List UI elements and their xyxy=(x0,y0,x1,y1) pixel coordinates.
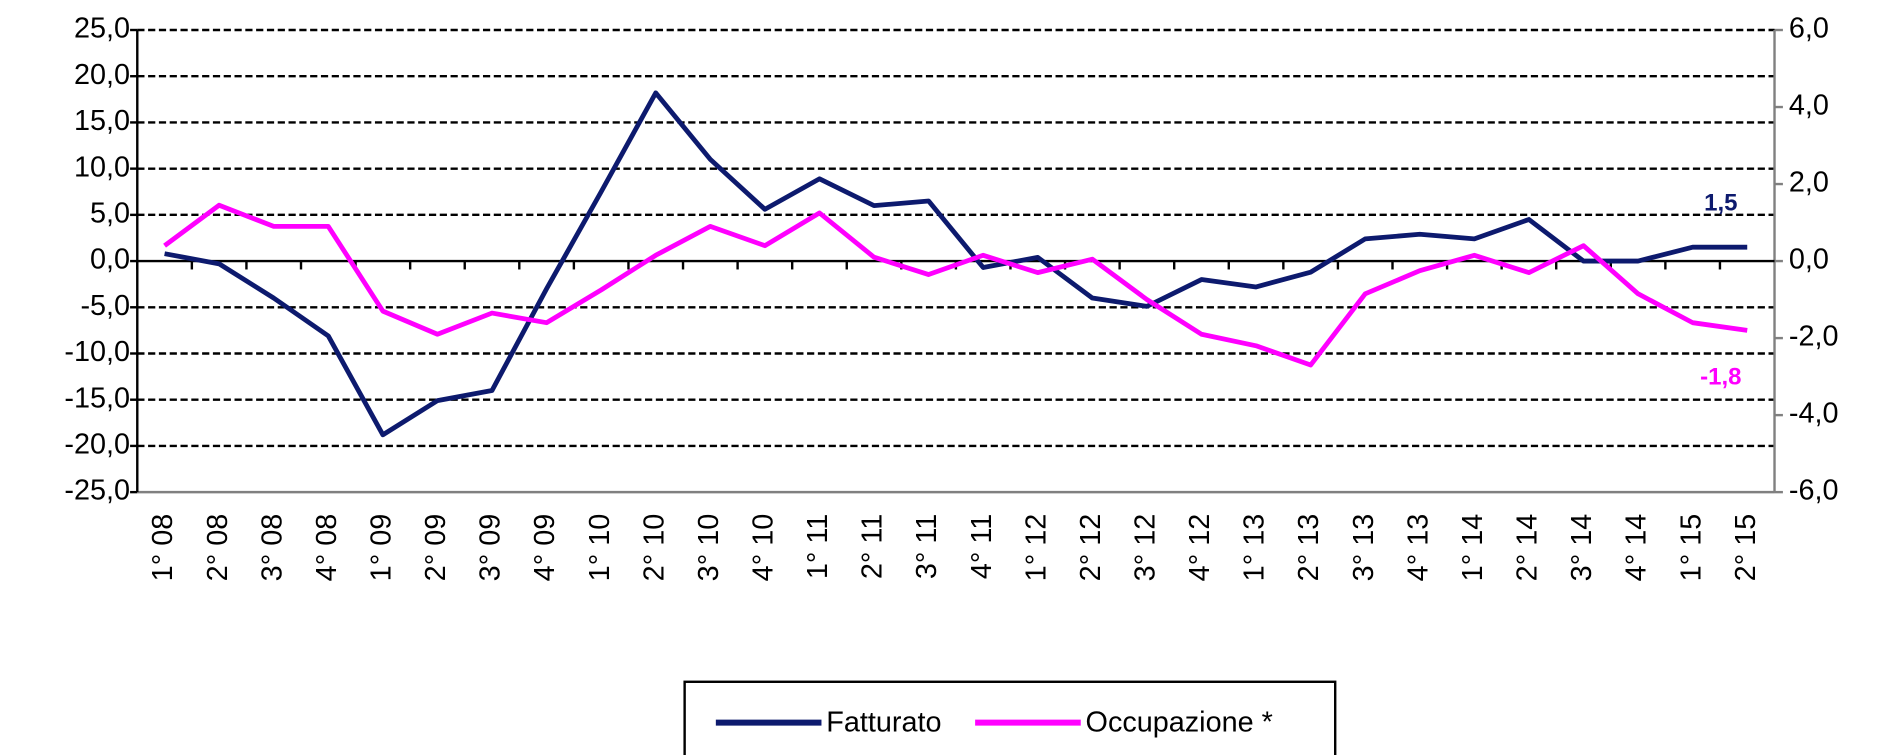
x-tick-label: 2° 15 xyxy=(1730,514,1762,582)
y-tick-label: 25,0 xyxy=(74,13,130,45)
x-tick-label: 3° 14 xyxy=(1566,514,1598,582)
x-tick-label: 4° 13 xyxy=(1402,514,1434,582)
x-tick-label: 1° 09 xyxy=(365,514,397,582)
y2-tick-label: -4,0 xyxy=(1789,398,1839,430)
x-tick-label: 1° 10 xyxy=(584,514,616,582)
y2-tick-label: 6,0 xyxy=(1789,13,1829,45)
x-tick-label: 3° 11 xyxy=(911,514,943,579)
x-tick-label: 2° 14 xyxy=(1512,514,1544,582)
y-tick-label: 15,0 xyxy=(74,105,130,137)
y-tick-label: 10,0 xyxy=(74,151,130,183)
y-tick-label: -20,0 xyxy=(64,429,130,461)
x-tick-label: 2° 08 xyxy=(202,514,234,582)
x-tick-label: 1° 13 xyxy=(1239,514,1271,582)
x-tick-label: 2° 13 xyxy=(1293,514,1325,582)
data-label: 1,5 xyxy=(1704,189,1737,216)
y2-tick-label: -2,0 xyxy=(1789,321,1839,353)
y2-tick-label: 0,0 xyxy=(1789,244,1829,276)
x-tick-label: 2° 11 xyxy=(857,514,889,579)
y-tick-label: -10,0 xyxy=(64,336,130,368)
x-tick-label: 1° 15 xyxy=(1675,514,1707,582)
x-tick-label: 2° 09 xyxy=(420,514,452,582)
x-tick-label: 2° 12 xyxy=(1075,514,1107,582)
x-tick-label: 4° 14 xyxy=(1621,514,1653,582)
y-tick-label: 0,0 xyxy=(90,244,130,276)
x-tick-label: 3° 10 xyxy=(693,514,725,582)
legend-box xyxy=(683,680,1337,755)
y2-tick-label: 4,0 xyxy=(1789,90,1829,122)
y2-tick-label: 2,0 xyxy=(1789,167,1829,199)
data-label: -1,8 xyxy=(1700,364,1741,391)
x-tick-label: 2° 10 xyxy=(638,514,670,582)
x-tick-label: 1° 08 xyxy=(147,514,179,582)
series-line xyxy=(164,90,1748,438)
y-tick-label: -15,0 xyxy=(64,382,130,414)
y-tick-label: -5,0 xyxy=(80,290,130,322)
y-tick-label: -25,0 xyxy=(64,475,130,507)
x-tick-label: 1° 11 xyxy=(802,514,834,579)
x-tick-label: 1° 14 xyxy=(1457,514,1489,582)
x-tick-label: 4° 12 xyxy=(1184,514,1216,582)
x-tick-label: 4° 11 xyxy=(966,514,998,579)
y-tick-label: 20,0 xyxy=(74,59,130,91)
y2-tick-label: -6,0 xyxy=(1789,475,1839,507)
x-tick-label: 4° 10 xyxy=(748,514,780,582)
legend-label: Fatturato xyxy=(826,706,941,738)
series-line xyxy=(163,202,1748,368)
legend-label: Occupazione * xyxy=(1086,706,1273,738)
x-tick-label: 3° 12 xyxy=(1130,514,1162,582)
x-tick-label: 4° 08 xyxy=(311,514,343,582)
x-tick-label: 1° 12 xyxy=(1020,514,1052,582)
x-tick-label: 3° 08 xyxy=(256,514,288,582)
x-tick-label: 3° 13 xyxy=(1348,514,1380,582)
x-tick-label: 3° 09 xyxy=(475,514,507,582)
y-tick-label: 5,0 xyxy=(90,197,130,229)
x-tick-label: 4° 09 xyxy=(529,514,561,582)
